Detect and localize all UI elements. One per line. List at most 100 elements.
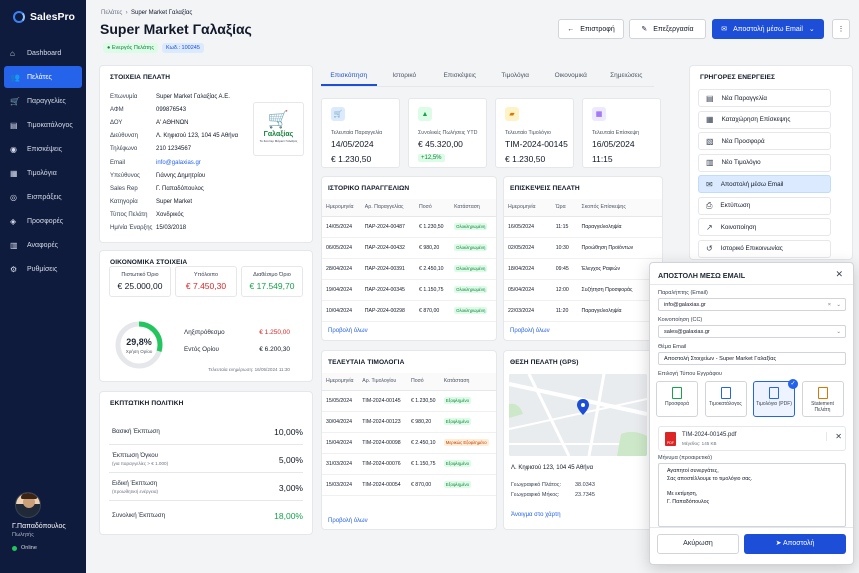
to-field[interactable]: info@galaxias.gr × ⌄ xyxy=(658,298,846,311)
sidebar-item[interactable]: ⚙ Ρυθμίσεις xyxy=(4,258,82,280)
table-row[interactable]: 10/04/2024 ΠΑΡ-2024-00298 € 870,00 Ολοκληρω… xyxy=(322,300,496,322)
close-icon[interactable]: ✕ xyxy=(835,269,843,279)
document-icon xyxy=(817,387,828,399)
sidebar-item[interactable]: ◎ Εισπράξεις xyxy=(4,186,82,208)
visits-view-all-link[interactable]: Προβολή όλων xyxy=(510,328,550,334)
map-view[interactable] xyxy=(509,374,647,456)
clear-icon[interactable]: × xyxy=(827,302,831,308)
discount-title: ΕΚΠΤΩΤΙΚΗ ΠΟΛΙΤΙΚΗ xyxy=(110,400,184,407)
more-options-button[interactable]: ⋮ xyxy=(832,19,850,39)
book-icon: ▤ xyxy=(10,120,18,130)
doc-type-tile[interactable]: Τιμοκατάλογος xyxy=(704,381,747,417)
tab[interactable]: Οικονομικά xyxy=(554,72,587,79)
send-email-button[interactable]: ✉ Αποστολή μέσω Email ⌄ xyxy=(712,19,824,39)
main-nav: ⌂ Dashboard 👥 Πελάτες 🛒 Παραγγελίες ▤ Τιμοκατάλ… xyxy=(0,40,86,282)
sidebar-item[interactable]: ◉ Επισκέψεις xyxy=(4,138,82,160)
sidebar-item[interactable]: 👥 Πελάτες xyxy=(4,66,82,88)
document-icon xyxy=(672,387,682,399)
quick-action-item[interactable]: ▦ Καταχώρηση Επίσκεψης xyxy=(698,110,831,129)
sidebar-item[interactable]: ◈ Προσφορές xyxy=(4,210,82,232)
user-profile[interactable]: Γ.Παπαδόπουλος Πωλητής Online xyxy=(12,492,66,551)
remove-attachment-icon[interactable]: ✕ xyxy=(826,432,842,441)
status-badge: Ολοκληρωμένη xyxy=(454,222,488,230)
latitude-row: Γεωγραφικό Πλάτος: 38.0343 xyxy=(511,482,595,488)
open-map-link[interactable]: Άνοιγμα στο χάρτη xyxy=(511,512,561,518)
table-cell: 11:20 xyxy=(551,300,578,322)
column-header: Κατάσταση xyxy=(439,373,496,391)
table-row[interactable]: 15/05/2024 TIM-2024-00145 € 1.230,50 Εξοφλη… xyxy=(322,390,496,412)
quick-action-item[interactable]: ▥ Νέο Τιμολόγιο xyxy=(698,153,831,172)
tab[interactable]: Τιμολόγια xyxy=(501,72,530,79)
app-logo[interactable]: SalesPro xyxy=(13,11,75,23)
usage-percent: 29,8% xyxy=(126,337,152,347)
table-cell: 02/05/2024 xyxy=(504,237,552,259)
cancel-button[interactable]: Ακύρωση xyxy=(657,534,739,554)
table-row[interactable]: 15/03/2024 TIM-2024-00054 € 870,00 Εξοφλημέ… xyxy=(322,474,496,496)
sidebar-item[interactable]: ⌂ Dashboard xyxy=(4,42,82,64)
sidebar-item[interactable]: 🛒 Παραγγελίες xyxy=(4,90,82,112)
tab[interactable]: Ιστορικό xyxy=(392,72,417,79)
info-row: ΑΦΜ 099876543 xyxy=(110,107,186,113)
table-cell: ΠΑΡ-2024-00487 xyxy=(360,216,416,238)
chevron-down-icon[interactable]: ⌄ xyxy=(836,302,841,308)
chart-icon: ▥ xyxy=(10,240,18,250)
quick-action-item[interactable]: ▧ Νέα Προσφορά xyxy=(698,132,831,150)
table-cell: TIM-2024-00054 xyxy=(358,474,407,496)
tab[interactable]: Σημειώσεις xyxy=(610,72,643,79)
sidebar-item[interactable]: ▤ Τιμοκατάλογος xyxy=(4,114,82,136)
table-row[interactable]: 22/03/2024 11:20 Παραγγελιοληψία xyxy=(504,300,662,322)
quick-action-item[interactable]: ▤ Νέα Παραγγελία xyxy=(698,89,831,107)
cell-text: Συζήτηση Προσφοράς xyxy=(581,286,633,293)
cell-text: € 1.230,50 xyxy=(410,397,436,404)
orders-view-all-link[interactable]: Προβολή όλων xyxy=(328,328,368,334)
table-row[interactable]: 02/05/2024 10:30 Προώθηση Προϊόντων xyxy=(504,237,662,259)
quick-action-item[interactable]: ↗ Κοινοποίηση xyxy=(698,218,831,236)
last-updated: Τελευταία ενημέρωση: 16/05/2024 11:30 xyxy=(208,367,290,372)
table-row[interactable]: 19/04/2024 ΠΑΡ-2024-00345 € 1.150,75 Ολοκλη… xyxy=(322,279,496,301)
doc-type-tile[interactable]: Statement Πελάτη xyxy=(801,381,844,417)
sidebar-item-label: Ρυθμίσεις xyxy=(27,265,58,273)
status-badge: Εξοφλημένο xyxy=(443,417,472,425)
sidebar-item[interactable]: ▥ Αναφορές xyxy=(4,234,82,256)
table-row[interactable]: 30/04/2024 TIM-2024-00123 € 980,20 Εξοφλημέ… xyxy=(322,411,496,433)
cell-text: 31/03/2024 xyxy=(326,460,352,467)
breadcrumb-parent[interactable]: Πελάτες xyxy=(101,10,123,16)
discount-sublabel: (προωθητική ενέργεια) xyxy=(112,489,159,494)
cell-text: € 870,00 xyxy=(419,307,440,314)
doc-type-tile[interactable]: Προσφορά xyxy=(656,381,698,417)
table-row[interactable]: 06/05/2024 ΠΑΡ-2024-00432 € 980,20 Ολοκληρω… xyxy=(322,237,496,259)
quick-action-item[interactable]: ✉ Αποστολή μέσω Email xyxy=(698,175,831,193)
quick-action-label: Νέο Τιμολόγιο xyxy=(721,159,761,166)
quick-action-item[interactable]: ↺ Ιστορικό Επικοινωνίας xyxy=(698,239,831,258)
table-row[interactable]: 05/04/2024 12:00 Συζήτηση Προσφοράς xyxy=(504,279,662,301)
tab[interactable]: Επισκόπηση xyxy=(321,67,377,86)
tab[interactable]: Επισκέψεις xyxy=(443,72,477,79)
chevron-down-icon[interactable]: ⌄ xyxy=(836,329,841,335)
table-row[interactable]: 18/04/2024 09:45 Έλεγχος Ραφιών xyxy=(504,258,662,280)
document-icon xyxy=(769,387,779,399)
table-row[interactable]: 14/05/2024 ΠΑΡ-2024-00487 € 1.230,50 Ολοκλη… xyxy=(322,216,496,238)
subject-field[interactable]: Αποστολή Στοιχείων - Super Market Γαλαξί… xyxy=(658,352,846,365)
visits-header-row: Ημερομηνία Ώρα Σκοπός Επίσκεψης xyxy=(504,199,662,217)
edit-button[interactable]: ✎ Επεξεργασία xyxy=(629,19,706,39)
quick-action-item[interactable]: ⎙ Εκτύπωση xyxy=(698,196,831,215)
status-badge: Ολοκληρωμένη xyxy=(454,285,488,293)
table-row[interactable]: 16/05/2024 11:15 Παραγγελιοληψία xyxy=(504,216,662,238)
cell-text: ΠΑΡ-2024-00487 xyxy=(364,223,405,230)
invoices-view-all-link[interactable]: Προβολή όλων xyxy=(328,518,368,524)
table-row[interactable]: 28/04/2024 ΠΑΡ-2024-00391 € 2.450,10 Ολοκλη… xyxy=(322,258,496,280)
cell-text: 06/05/2024 xyxy=(326,244,352,251)
table-row[interactable]: 15/04/2024 TIM-2024-00098 € 2.450,10 Μερικώ… xyxy=(322,432,496,454)
info-row: Ημ/νία Έναρξης 15/03/2018 xyxy=(110,225,186,231)
info-value[interactable]: info@galaxias.gr xyxy=(156,159,201,166)
attachment-name: TIM-2024-00145.pdf xyxy=(682,432,737,438)
sidebar-item-label: Τιμολόγια xyxy=(27,169,57,177)
cc-field[interactable]: sales@galaxias.gr ⌄ xyxy=(658,325,846,338)
discount-label: Έκπτωση Όγκου xyxy=(112,452,159,459)
sidebar-item[interactable]: ▦ Τιμολόγια xyxy=(4,162,82,184)
table-row[interactable]: 31/03/2024 TIM-2024-00076 € 1.150,75 Εξοφλη… xyxy=(322,453,496,475)
message-textarea[interactable]: Αγαπητοί συνεργάτες, Σας αποστέλλουμε το … xyxy=(658,463,846,527)
back-button[interactable]: ← Επιστροφή xyxy=(558,19,624,39)
send-button[interactable]: ➤ Αποστολή xyxy=(744,534,846,554)
finance-stat-box: Πιστωτικό Όριο € 25.000,00 xyxy=(109,266,171,297)
